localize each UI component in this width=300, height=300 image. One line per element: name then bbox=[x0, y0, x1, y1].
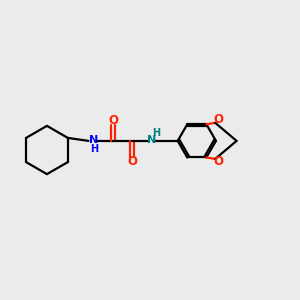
Text: O: O bbox=[127, 155, 137, 168]
Text: N: N bbox=[147, 135, 156, 145]
Text: H: H bbox=[90, 144, 98, 154]
Text: H: H bbox=[152, 128, 160, 138]
Text: O: O bbox=[213, 113, 223, 126]
Text: O: O bbox=[213, 155, 223, 168]
Text: N: N bbox=[89, 135, 98, 145]
Text: O: O bbox=[108, 114, 118, 127]
